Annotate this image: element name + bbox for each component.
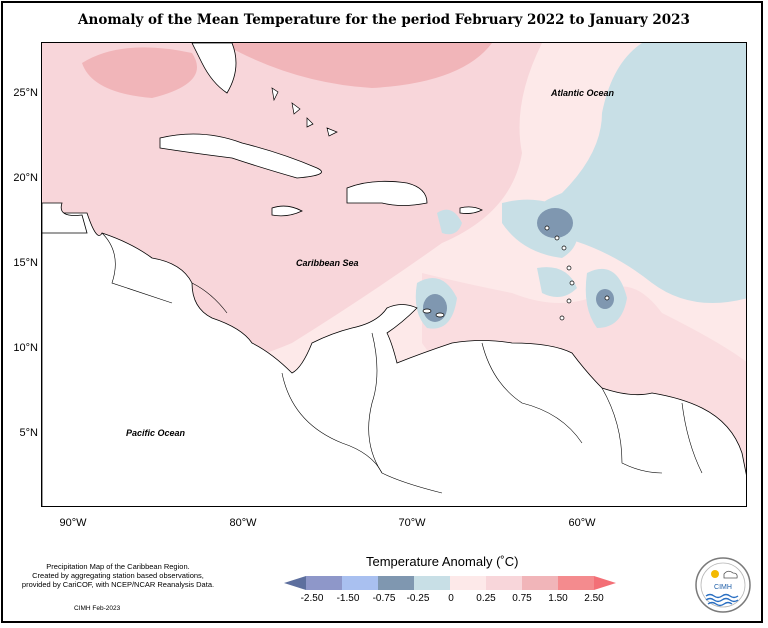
land-hispaniola — [346, 180, 428, 206]
label-caribbean-sea: Caribbean Sea — [296, 258, 359, 268]
land-bahamas — [271, 87, 338, 137]
legend-bin-1 — [306, 576, 342, 590]
footnote-line-2: Created by aggregating station based obs… — [32, 571, 204, 580]
legend-title: Temperature Anomaly (˚C) — [366, 554, 519, 569]
cloud-icon — [723, 570, 738, 579]
anomaly-zone-cool-atlantic — [530, 43, 746, 303]
legend-bin-6 — [486, 576, 522, 590]
sun-icon — [711, 570, 719, 578]
y-label-15n: 15°N — [13, 257, 38, 269]
anomaly-map-svg — [42, 43, 746, 506]
wave-icon — [705, 593, 739, 607]
legend-bin-7 — [522, 576, 558, 590]
legend-label-5: 0 — [448, 593, 454, 604]
legend-label-9: 2.50 — [584, 593, 604, 604]
land-puerto-rico — [459, 206, 483, 214]
y-label-5n: 5°N — [19, 427, 38, 439]
land-lesser-antilles — [544, 225, 610, 321]
anomaly-map — [41, 42, 747, 507]
logo-text: CIMH — [714, 584, 732, 591]
legend-label-6: 0.25 — [476, 593, 496, 604]
country-borders — [101, 232, 703, 494]
legend-label-4: -0.25 — [406, 593, 430, 604]
land-abc-islands — [422, 308, 445, 318]
anomaly-spot-cool-curacao — [423, 294, 447, 322]
legend-arrow-high — [594, 576, 616, 590]
y-label-25n: 25°N — [13, 87, 38, 99]
anomaly-zone-warm-gulf — [82, 47, 197, 98]
x-label-90w: 90°W — [59, 517, 87, 529]
legend-bin-3 — [378, 576, 414, 590]
legend-bin-5 — [450, 576, 486, 590]
legend-bin-8 — [558, 576, 594, 590]
x-label-60w: 60°W — [568, 517, 596, 529]
legend-label-7: 0.75 — [512, 593, 532, 604]
legend-bin-4 — [414, 576, 450, 590]
anomaly-zone-cool-windward — [537, 267, 577, 297]
label-pacific-ocean: Pacific Ocean — [126, 428, 186, 438]
map-title: Anomaly of the Mean Temperature for the … — [78, 12, 690, 28]
land-yucatan — [42, 202, 88, 234]
credit-text: CIMH Feb-2023 — [74, 605, 121, 612]
land-florida — [191, 43, 237, 94]
cimh-logo: CIMH — [695, 557, 751, 613]
footnote: Precipitation Map of the Caribbean Regio… — [8, 562, 228, 589]
anomaly-zone-cool-pr — [437, 209, 462, 235]
footnote-line-3: provided by CariCOF, with NCEP/NCAR Rean… — [21, 580, 215, 589]
legend-label-2: -1.50 — [336, 593, 360, 604]
y-label-10n: 10°N — [13, 342, 38, 354]
legend-label-3: -0.75 — [372, 593, 396, 604]
footnote-line-1: Precipitation Map of the Caribbean Regio… — [46, 562, 190, 571]
x-label-80w: 80°W — [229, 517, 257, 529]
legend-colorbar — [284, 576, 616, 590]
legend-arrow-low — [284, 576, 306, 590]
anomaly-spot-cool-leewards — [537, 208, 573, 238]
land-jamaica — [271, 205, 303, 217]
legend-bin-2 — [342, 576, 378, 590]
legend-label-1: -2.50 — [300, 593, 324, 604]
anomaly-zone-warm-north — [222, 43, 492, 88]
y-label-20n: 20°N — [13, 172, 38, 184]
land-cuba — [159, 133, 322, 179]
land-central-south-america — [42, 212, 746, 506]
x-label-70w: 70°W — [398, 517, 426, 529]
legend-label-8: 1.50 — [548, 593, 568, 604]
label-atlantic-ocean: Atlantic Ocean — [551, 88, 615, 98]
